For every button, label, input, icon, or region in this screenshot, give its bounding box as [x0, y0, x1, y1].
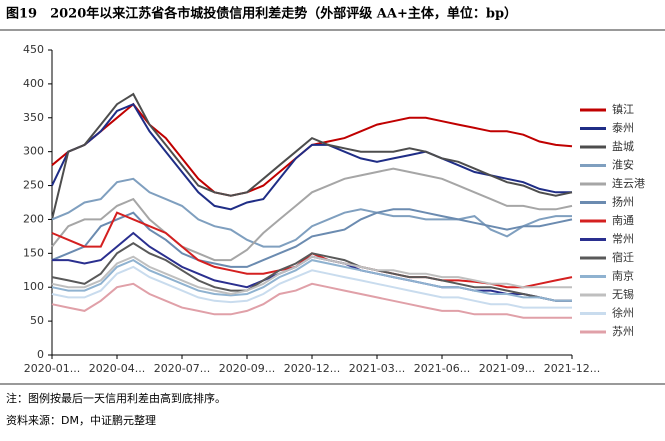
legend-label: 扬州 — [612, 195, 634, 209]
x-tick-label: 2021-06... — [414, 362, 470, 375]
x-tick-label: 2020-12... — [284, 362, 340, 375]
series-line — [51, 282, 572, 319]
legend-label: 泰州 — [612, 121, 634, 135]
series-line — [51, 102, 572, 211]
chart-title: 图19 2020年以来江苏省各市城投债信用利差走势（外部评级 AA+主体，单位：… — [6, 6, 517, 22]
series-line — [51, 211, 573, 289]
legend-label: 宿迁 — [612, 250, 634, 264]
x-tick-label: 2021-12... — [544, 362, 600, 375]
series-line — [51, 167, 573, 262]
y-tick-label: 250 — [23, 179, 44, 192]
legend-label: 无锡 — [612, 287, 634, 301]
series-line — [51, 265, 572, 309]
note: 注：图例按最后一天信用利差由高到底排序。 — [6, 391, 226, 405]
legend-label: 苏州 — [612, 325, 634, 338]
y-tick-label: 200 — [23, 212, 44, 225]
y-tick-label: 0 — [37, 348, 44, 361]
y-tick-label: 100 — [23, 280, 44, 293]
legend-label: 南通 — [612, 214, 634, 227]
legend-label: 连云港 — [612, 177, 645, 190]
series-line — [51, 258, 572, 302]
legend-label: 盐城 — [612, 140, 634, 153]
legend-label: 徐州 — [612, 306, 634, 320]
y-tick-label: 450 — [23, 43, 44, 56]
legend-label: 淮安 — [612, 158, 634, 172]
series-line — [52, 231, 572, 302]
source: 资料来源：DM，中证鹏元整理 — [6, 413, 156, 427]
x-tick-label: 2020-09... — [219, 362, 275, 375]
y-tick-label: 300 — [23, 145, 44, 158]
y-tick-label: 400 — [23, 77, 44, 90]
series-line — [51, 255, 572, 296]
x-tick-label: 2021-09... — [479, 362, 535, 375]
legend-label: 南京 — [612, 269, 634, 283]
y-tick-label: 50 — [30, 314, 44, 327]
legend-label: 镇江 — [612, 102, 634, 116]
series-line — [51, 242, 572, 302]
x-tick-label: 2020-07... — [154, 362, 210, 375]
series-line — [51, 102, 573, 197]
legend-label: 常州 — [612, 233, 634, 246]
series-line — [51, 208, 573, 268]
y-tick-label: 350 — [23, 111, 44, 124]
y-tick-label: 150 — [23, 246, 44, 259]
x-tick-label: 2020-01... — [24, 362, 80, 375]
x-tick-label: 2020-04... — [89, 362, 145, 375]
x-tick-label: 2021-03... — [349, 362, 405, 375]
series-line — [51, 92, 573, 220]
